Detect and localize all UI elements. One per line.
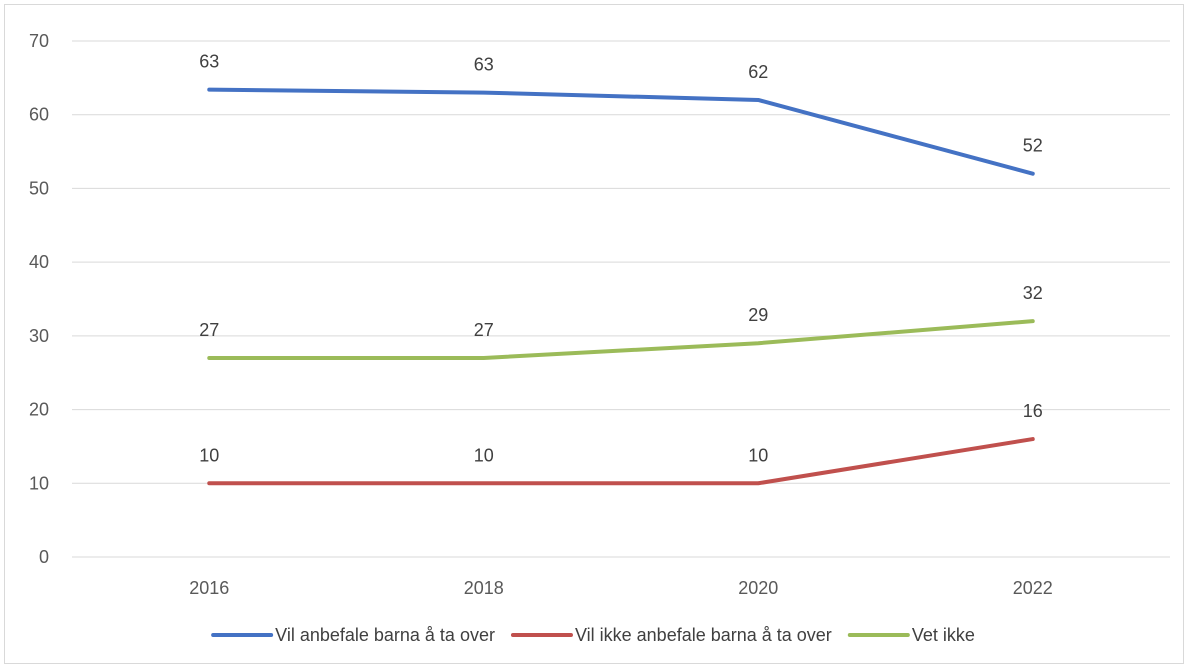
data-label: 10 <box>748 445 768 465</box>
gridlines <box>72 40 1170 558</box>
data-label: 63 <box>474 55 494 75</box>
y-tick-label: 40 <box>29 252 49 272</box>
legend-label: Vil ikke anbefale barna å ta over <box>575 625 832 645</box>
x-tick-label: 2022 <box>1013 578 1053 598</box>
data-label: 29 <box>748 305 768 325</box>
data-label: 27 <box>199 320 219 340</box>
legend-item[interactable]: Vet ikke <box>847 625 975 645</box>
x-tick-label: 2016 <box>189 578 229 598</box>
legend-label: Vil anbefale barna å ta over <box>275 625 495 645</box>
legend-item[interactable]: Vil ikke anbefale barna å ta over <box>510 625 832 645</box>
y-tick-label: 20 <box>29 400 49 420</box>
x-axis-tick-labels: 2016 2018 2020 2022 <box>189 578 1053 598</box>
data-label: 27 <box>474 320 494 340</box>
legend[interactable]: Vil anbefale barna å ta over Vil ikke anb… <box>211 625 975 645</box>
y-tick-label: 70 <box>29 31 49 51</box>
line-chart: 0 10 20 30 40 50 60 70 2016 2018 2020 2022 63 63 62 5… <box>29 31 1170 645</box>
y-tick-label: 60 <box>29 105 49 125</box>
data-label: 63 <box>199 52 219 72</box>
data-label: 16 <box>1023 401 1043 421</box>
y-tick-label: 50 <box>29 178 49 198</box>
data-label: 10 <box>199 445 219 465</box>
y-tick-label: 30 <box>29 326 49 346</box>
series-lines <box>207 87 1035 486</box>
data-label: 62 <box>748 62 768 82</box>
data-label: 52 <box>1023 136 1043 156</box>
series-line-2[interactable] <box>207 437 1035 486</box>
y-tick-label: 10 <box>29 473 49 493</box>
x-tick-label: 2020 <box>738 578 778 598</box>
data-label: 10 <box>474 445 494 465</box>
x-tick-label: 2018 <box>464 578 504 598</box>
chart-frame: 0 10 20 30 40 50 60 70 2016 2018 2020 2022 63 63 62 5… <box>4 4 1184 664</box>
y-axis-tick-labels: 0 10 20 30 40 50 60 70 <box>29 31 49 567</box>
legend-item[interactable]: Vil anbefale barna å ta over <box>211 625 495 645</box>
series-line-1[interactable] <box>207 87 1035 176</box>
series-line-3[interactable] <box>207 319 1035 360</box>
data-label: 32 <box>1023 283 1043 303</box>
data-labels: 63 63 62 52 10 10 10 16 27 27 29 32 <box>199 52 1043 466</box>
y-tick-label: 0 <box>39 547 49 567</box>
legend-label: Vet ikke <box>912 625 975 645</box>
